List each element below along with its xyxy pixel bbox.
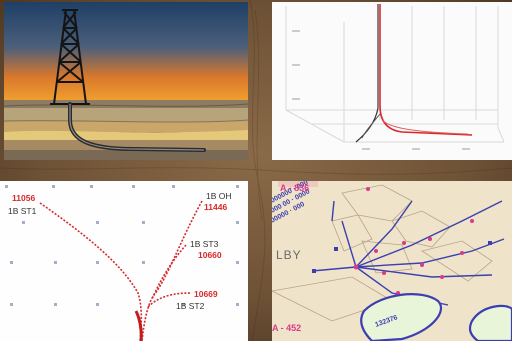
path-oh <box>141 200 203 341</box>
label-oh-depth: 11446 <box>204 202 227 212</box>
label-st1-name: 1B ST1 <box>8 206 37 216</box>
label-st1-depth: 11056 <box>12 193 35 203</box>
grid-markers <box>5 185 239 306</box>
3d-trajectory-plot <box>272 2 512 160</box>
label-lease-bottom: A - 452 <box>272 323 301 333</box>
label-st3-name: 1B ST3 <box>190 239 219 249</box>
lease-map: 000000 · 000 000 00 · 0000 00000 · 000 A… <box>272 181 512 341</box>
path-st1 <box>39 202 143 341</box>
label-st3-depth: 10660 <box>198 250 222 260</box>
label-st2-name: 1B ST2 <box>176 301 205 311</box>
map-pink-markers <box>353 187 474 295</box>
path-st3 <box>151 244 187 300</box>
label-lby: LBY <box>276 248 302 262</box>
trajectory-red <box>379 4 473 136</box>
map-blue-markers <box>312 241 492 273</box>
map-well-lines <box>311 200 505 306</box>
map-pond-center <box>360 293 443 341</box>
label-lease-top: A - 836 <box>280 183 309 193</box>
label-oh-name: 1B OH <box>206 191 232 201</box>
horizontal-well-illustration <box>4 2 248 160</box>
map-pond-right <box>468 304 512 341</box>
path-st2 <box>147 292 191 308</box>
trajectory-dark <box>355 4 379 143</box>
label-st2-depth: 10669 <box>194 289 218 299</box>
sidetrack-plan-view: 11056 1B ST1 1B OH 11446 1B ST3 10660 10… <box>0 181 248 341</box>
